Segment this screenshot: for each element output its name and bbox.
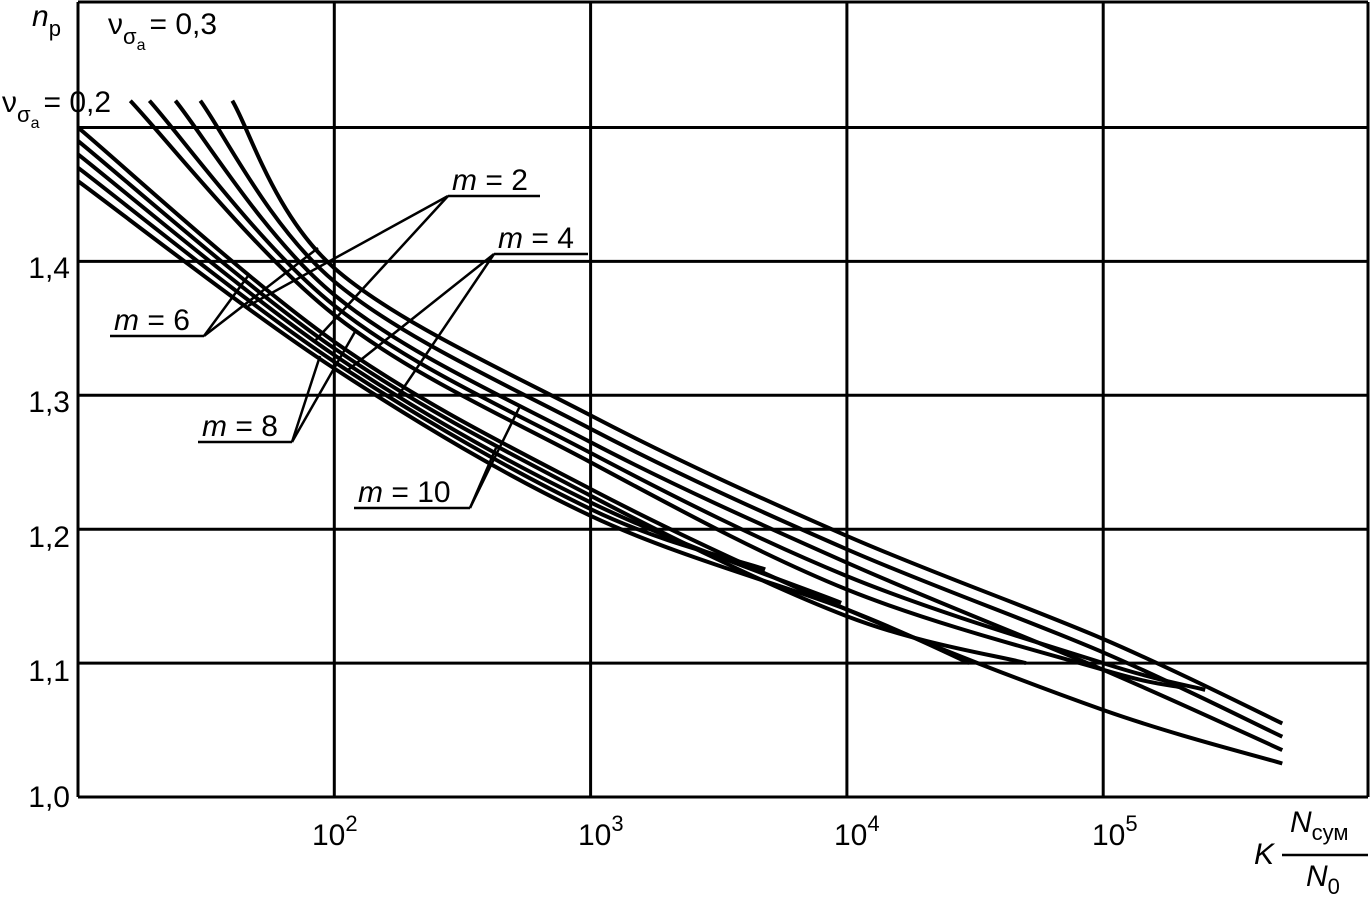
leader-m2-b xyxy=(247,194,449,308)
m-var: m xyxy=(202,410,227,443)
series-line-5 xyxy=(128,99,1181,690)
annotation-m4: m = 4 xyxy=(498,222,574,255)
leader-m4-a xyxy=(347,253,495,371)
nu-subsub: a xyxy=(31,115,40,132)
annotation-nu-03: νσa= 0,3 xyxy=(108,8,217,54)
leader-m2-a xyxy=(313,195,449,343)
x-tick-label: 102 xyxy=(312,811,358,852)
x-tick-label: 104 xyxy=(834,811,880,852)
series-line-1 xyxy=(230,99,1284,726)
x-tick-exp: 5 xyxy=(1125,811,1137,836)
x-axis-label-num-main: N xyxy=(1290,806,1312,839)
x-tick-base: 10 xyxy=(1092,819,1125,852)
series-line-9 xyxy=(76,166,766,572)
y-tick-label: 1,4 xyxy=(28,252,70,285)
y-tick-label: 1,1 xyxy=(28,655,70,688)
leader-m8-a xyxy=(290,329,358,443)
x-tick-base: 10 xyxy=(834,819,867,852)
x-axis-label: K Nсум N0 xyxy=(1254,806,1368,899)
x-tick-exp: 3 xyxy=(611,811,623,836)
nu-subsub: a xyxy=(137,37,146,54)
m-var: m xyxy=(358,476,383,509)
leader-m10-b xyxy=(468,447,498,509)
nu-sub: σ xyxy=(123,24,137,49)
series-line-3 xyxy=(173,99,1284,752)
series-line-7 xyxy=(76,139,1027,666)
y-tick-label: 1,3 xyxy=(28,386,70,419)
m-value: = 6 xyxy=(139,304,190,337)
annotation-m10: m = 10 xyxy=(358,476,451,509)
x-axis-label-denominator: N0 xyxy=(1306,860,1340,899)
x-axis-label-den-sub: 0 xyxy=(1328,874,1340,899)
annotation-m2: m = 2 xyxy=(452,164,528,197)
x-tick-labels: 102 103 104 105 xyxy=(312,811,1138,852)
x-axis-label-den-main: N xyxy=(1306,860,1328,893)
series-line-2 xyxy=(198,99,1284,739)
series-line-4 xyxy=(147,99,1206,692)
x-tick-base: 10 xyxy=(578,819,611,852)
y-tick-label: 1,0 xyxy=(28,781,70,814)
m-value: = 8 xyxy=(227,410,278,443)
series-line-6 xyxy=(76,125,1283,766)
nu-symbol: ν xyxy=(108,8,123,41)
curves xyxy=(76,99,1284,766)
x-axis-label-num-sub: сум xyxy=(1312,820,1349,845)
m-var: m xyxy=(498,222,523,255)
x-tick-exp: 4 xyxy=(867,811,879,836)
grid xyxy=(76,0,1370,799)
m-value: = 4 xyxy=(523,222,574,255)
annotation-m6: m = 6 xyxy=(114,304,190,337)
x-tick-label: 105 xyxy=(1092,811,1138,852)
x-tick-base: 10 xyxy=(312,819,345,852)
leader-m6-b xyxy=(202,275,250,337)
x-tick-exp: 2 xyxy=(345,811,357,836)
x-axis-label-prefix: K xyxy=(1254,838,1276,871)
y-axis-label-sub: p xyxy=(49,16,61,41)
m-value: = 10 xyxy=(383,476,451,509)
nu-value: = 0,2 xyxy=(43,86,111,119)
y-tick-labels: 1,0 1,1 1,2 1,3 1,4 xyxy=(28,252,70,814)
annotation-m8: m = 8 xyxy=(202,410,278,443)
y-axis-label: np xyxy=(32,0,61,41)
label-leaders xyxy=(110,194,588,510)
y-axis-label-main: n xyxy=(32,0,49,33)
y-tick-label: 1,2 xyxy=(28,521,70,554)
annotation-nu-02: νσa= 0,2 xyxy=(2,86,111,132)
series-line-10 xyxy=(76,179,970,665)
m-var: m xyxy=(114,304,139,337)
m-var: m xyxy=(452,164,477,197)
x-tick-label: 103 xyxy=(578,811,624,852)
nu-symbol: ν xyxy=(2,86,17,119)
leader-m6-a xyxy=(203,247,319,337)
nu-sub: σ xyxy=(17,102,31,127)
x-axis-label-numerator: Nсум xyxy=(1290,806,1349,845)
m-value: = 2 xyxy=(477,164,528,197)
nu-value: = 0,3 xyxy=(149,8,217,41)
leader-m8-b xyxy=(290,355,322,443)
leader-m4-b xyxy=(396,253,496,397)
